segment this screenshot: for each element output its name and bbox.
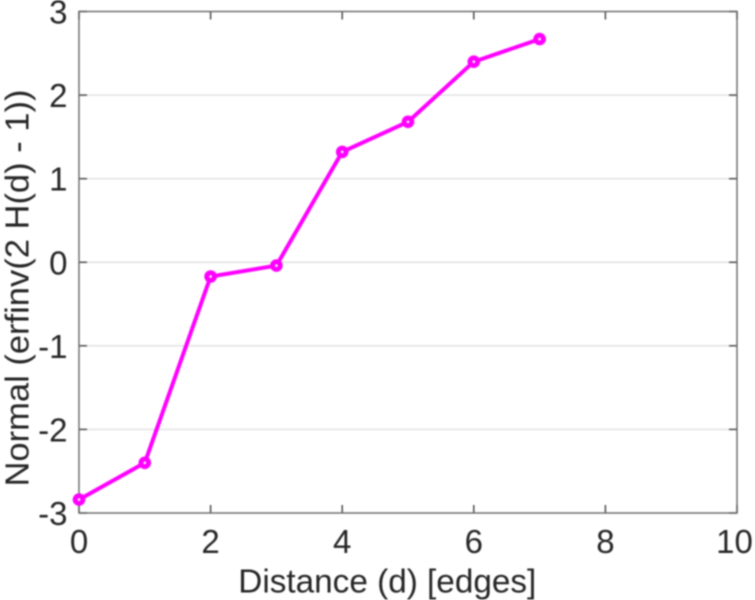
svg-text:4: 4: [333, 523, 351, 560]
svg-text:-3: -3: [38, 495, 67, 532]
svg-text:-2: -2: [38, 411, 67, 448]
svg-text:-1: -1: [38, 328, 67, 365]
svg-text:2: 2: [49, 77, 67, 114]
svg-text:2: 2: [201, 523, 219, 560]
svg-text:6: 6: [465, 523, 483, 560]
svg-text:8: 8: [596, 523, 614, 560]
svg-text:3: 3: [49, 0, 67, 31]
svg-text:Distance (d) [edges]: Distance (d) [edges]: [238, 563, 536, 600]
svg-text:Normal (erfinv(2 H(d) - 1)): Normal (erfinv(2 H(d) - 1)): [0, 90, 36, 487]
svg-text:0: 0: [49, 244, 67, 281]
svg-text:1: 1: [49, 161, 67, 198]
svg-text:0: 0: [70, 523, 88, 560]
svg-text:10: 10: [716, 523, 753, 560]
